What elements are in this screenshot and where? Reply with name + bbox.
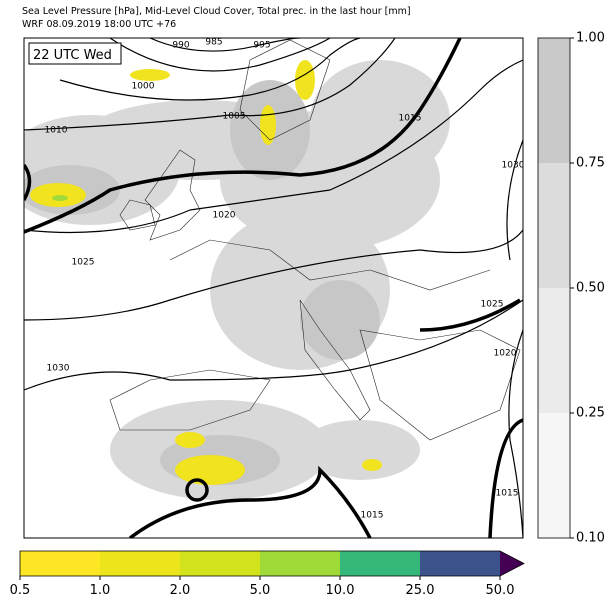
title-line: Sea Level Pressure [hPa], Mid-Level Clou… <box>22 6 411 17</box>
coastlines <box>109 39 521 441</box>
isobar-label: 1015 <box>399 114 422 124</box>
tick-label: 0.25 <box>576 406 605 421</box>
time-label: 22 UTC Wed <box>33 48 112 63</box>
tick-label: 25.0 <box>406 583 435 598</box>
isobar-label: 1000 <box>132 82 155 92</box>
tick-label: 0.75 <box>576 156 605 171</box>
colorbar-band <box>538 413 570 538</box>
tick-label: 0.5 <box>10 583 31 598</box>
isobar-label: 1025 <box>481 300 504 310</box>
isobar-label: 1025 <box>72 258 95 268</box>
tick-label: 50.0 <box>486 583 515 598</box>
colorbar-band <box>100 551 180 576</box>
isobar-label: 995 <box>253 41 270 51</box>
tick-label: 1.00 <box>576 31 605 46</box>
tick-label: 0.10 <box>576 531 605 546</box>
isobar-label: 1010 <box>45 126 68 136</box>
colorbar-band <box>538 38 570 163</box>
map-area: 990 985 995 1000 1005 1010 1015 1020 102… <box>24 38 525 538</box>
tick-label: 5.0 <box>250 583 271 598</box>
isobar-label: 1030 <box>47 364 70 374</box>
isobar-labels: 990 985 995 1000 1005 1010 1015 1020 102… <box>45 38 525 521</box>
isobar-label: 1005 <box>223 112 246 122</box>
colorbar-band <box>420 551 500 576</box>
precipitation <box>30 60 382 485</box>
cloud-cover <box>24 60 450 500</box>
isobar-label: 1015 <box>361 511 384 521</box>
cloud-colorbar: 0.10 0.25 0.50 0.75 1.00 <box>537 31 605 546</box>
tick-label: 10.0 <box>326 583 355 598</box>
title-line: WRF 08.09.2019 18:00 UTC +76 <box>22 19 176 30</box>
colorbar-band <box>180 551 260 576</box>
isobar-label: 1015 <box>496 489 519 499</box>
colorbar-band <box>260 551 340 576</box>
isobar-label: 990 <box>172 41 189 51</box>
time-box <box>28 42 122 65</box>
colorbar-band <box>20 551 100 576</box>
isobar-label: 1020 <box>213 211 236 221</box>
colorbar-frame <box>19 550 525 577</box>
colorbar-band <box>538 288 570 413</box>
precip-colorbar: 0.5 1.0 2.0 5.0 10.0 25.0 50.0 <box>10 550 525 598</box>
map-frame <box>23 37 524 539</box>
tick-label: 1.0 <box>90 583 111 598</box>
isobars <box>24 38 523 538</box>
isobar-label: 985 <box>205 38 222 48</box>
colorbar-band <box>538 163 570 288</box>
colorbar-extend <box>500 551 524 576</box>
colorbar-band <box>340 551 420 576</box>
tick-label: 2.0 <box>170 583 191 598</box>
isobar-label: 1020 <box>494 349 517 359</box>
tick-label: 0.50 <box>576 281 605 296</box>
isobar-label: 1030 <box>502 161 525 171</box>
